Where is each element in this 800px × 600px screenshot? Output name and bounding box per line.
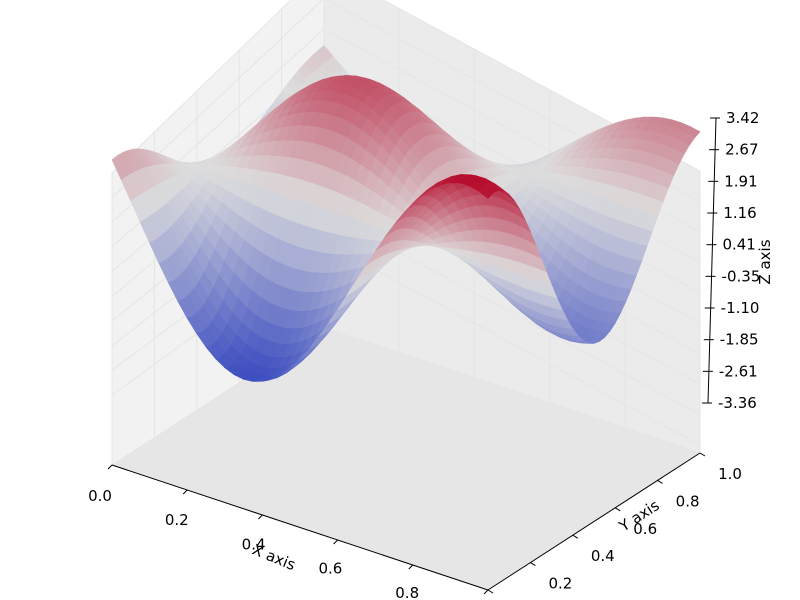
z-tick-label: 3.42 xyxy=(726,109,759,127)
grid-line xyxy=(154,437,531,564)
grid-line xyxy=(262,377,475,516)
grid-line xyxy=(239,382,616,509)
surface-patch xyxy=(478,184,494,199)
z-tick-label: 0.41 xyxy=(722,236,755,254)
y-axis-line xyxy=(487,452,701,591)
x-tick xyxy=(182,489,188,495)
x-tick-label: 0.4 xyxy=(242,535,266,553)
grid-line xyxy=(412,427,626,566)
y-tick-label: 0.8 xyxy=(676,492,700,510)
z-tick-label: -0.35 xyxy=(722,267,761,285)
x-axis-line xyxy=(111,464,489,591)
x-tick xyxy=(107,464,113,470)
y-tick-label: 0.6 xyxy=(633,520,657,538)
z-tick-label: -1.85 xyxy=(720,331,759,349)
y-tick-label: 1.0 xyxy=(718,465,742,483)
z-tick-label: -1.10 xyxy=(721,299,760,317)
grid-line xyxy=(196,409,573,536)
y-tick xyxy=(530,562,536,567)
y-tick xyxy=(487,589,494,594)
x-tick xyxy=(258,514,263,520)
y-tick-label: 0.2 xyxy=(548,575,572,593)
z-axis-label: Z axis xyxy=(756,239,774,284)
y-tick-label: 0.4 xyxy=(591,547,615,565)
x-tick-label: 0.8 xyxy=(395,584,419,600)
y-tick xyxy=(699,452,706,457)
grid-line xyxy=(323,241,701,446)
surface-mesh xyxy=(111,45,701,382)
grid-line xyxy=(111,0,292,174)
z-tick-label: 2.67 xyxy=(725,141,758,159)
x-tick xyxy=(483,589,489,595)
x-tick-label: 0.2 xyxy=(165,511,189,529)
axis-ticks: 0.00.20.40.60.81.00.00.20.40.60.81.0-3.3… xyxy=(88,109,760,600)
x-tick xyxy=(333,539,338,545)
x-tick-label: 0.6 xyxy=(318,560,342,578)
x-axis-label: X axis xyxy=(250,541,299,575)
z-tick-label: 1.16 xyxy=(723,204,756,222)
pane-floor xyxy=(112,328,700,590)
grid-line xyxy=(323,327,701,454)
axis-lines xyxy=(111,117,717,591)
grid-line xyxy=(186,352,400,491)
z-tick-label: -3.36 xyxy=(718,394,757,412)
y-tick xyxy=(614,507,621,512)
grid-line xyxy=(281,354,658,481)
grid-line xyxy=(337,402,550,541)
x-tick-label: 0.0 xyxy=(88,487,112,505)
y-tick xyxy=(657,479,663,484)
z-tick-label: 1.91 xyxy=(724,172,757,190)
x-tick xyxy=(408,564,414,570)
y-tick xyxy=(572,534,579,539)
z-tick-label: -2.61 xyxy=(719,362,758,380)
z-axis-line xyxy=(707,117,717,404)
